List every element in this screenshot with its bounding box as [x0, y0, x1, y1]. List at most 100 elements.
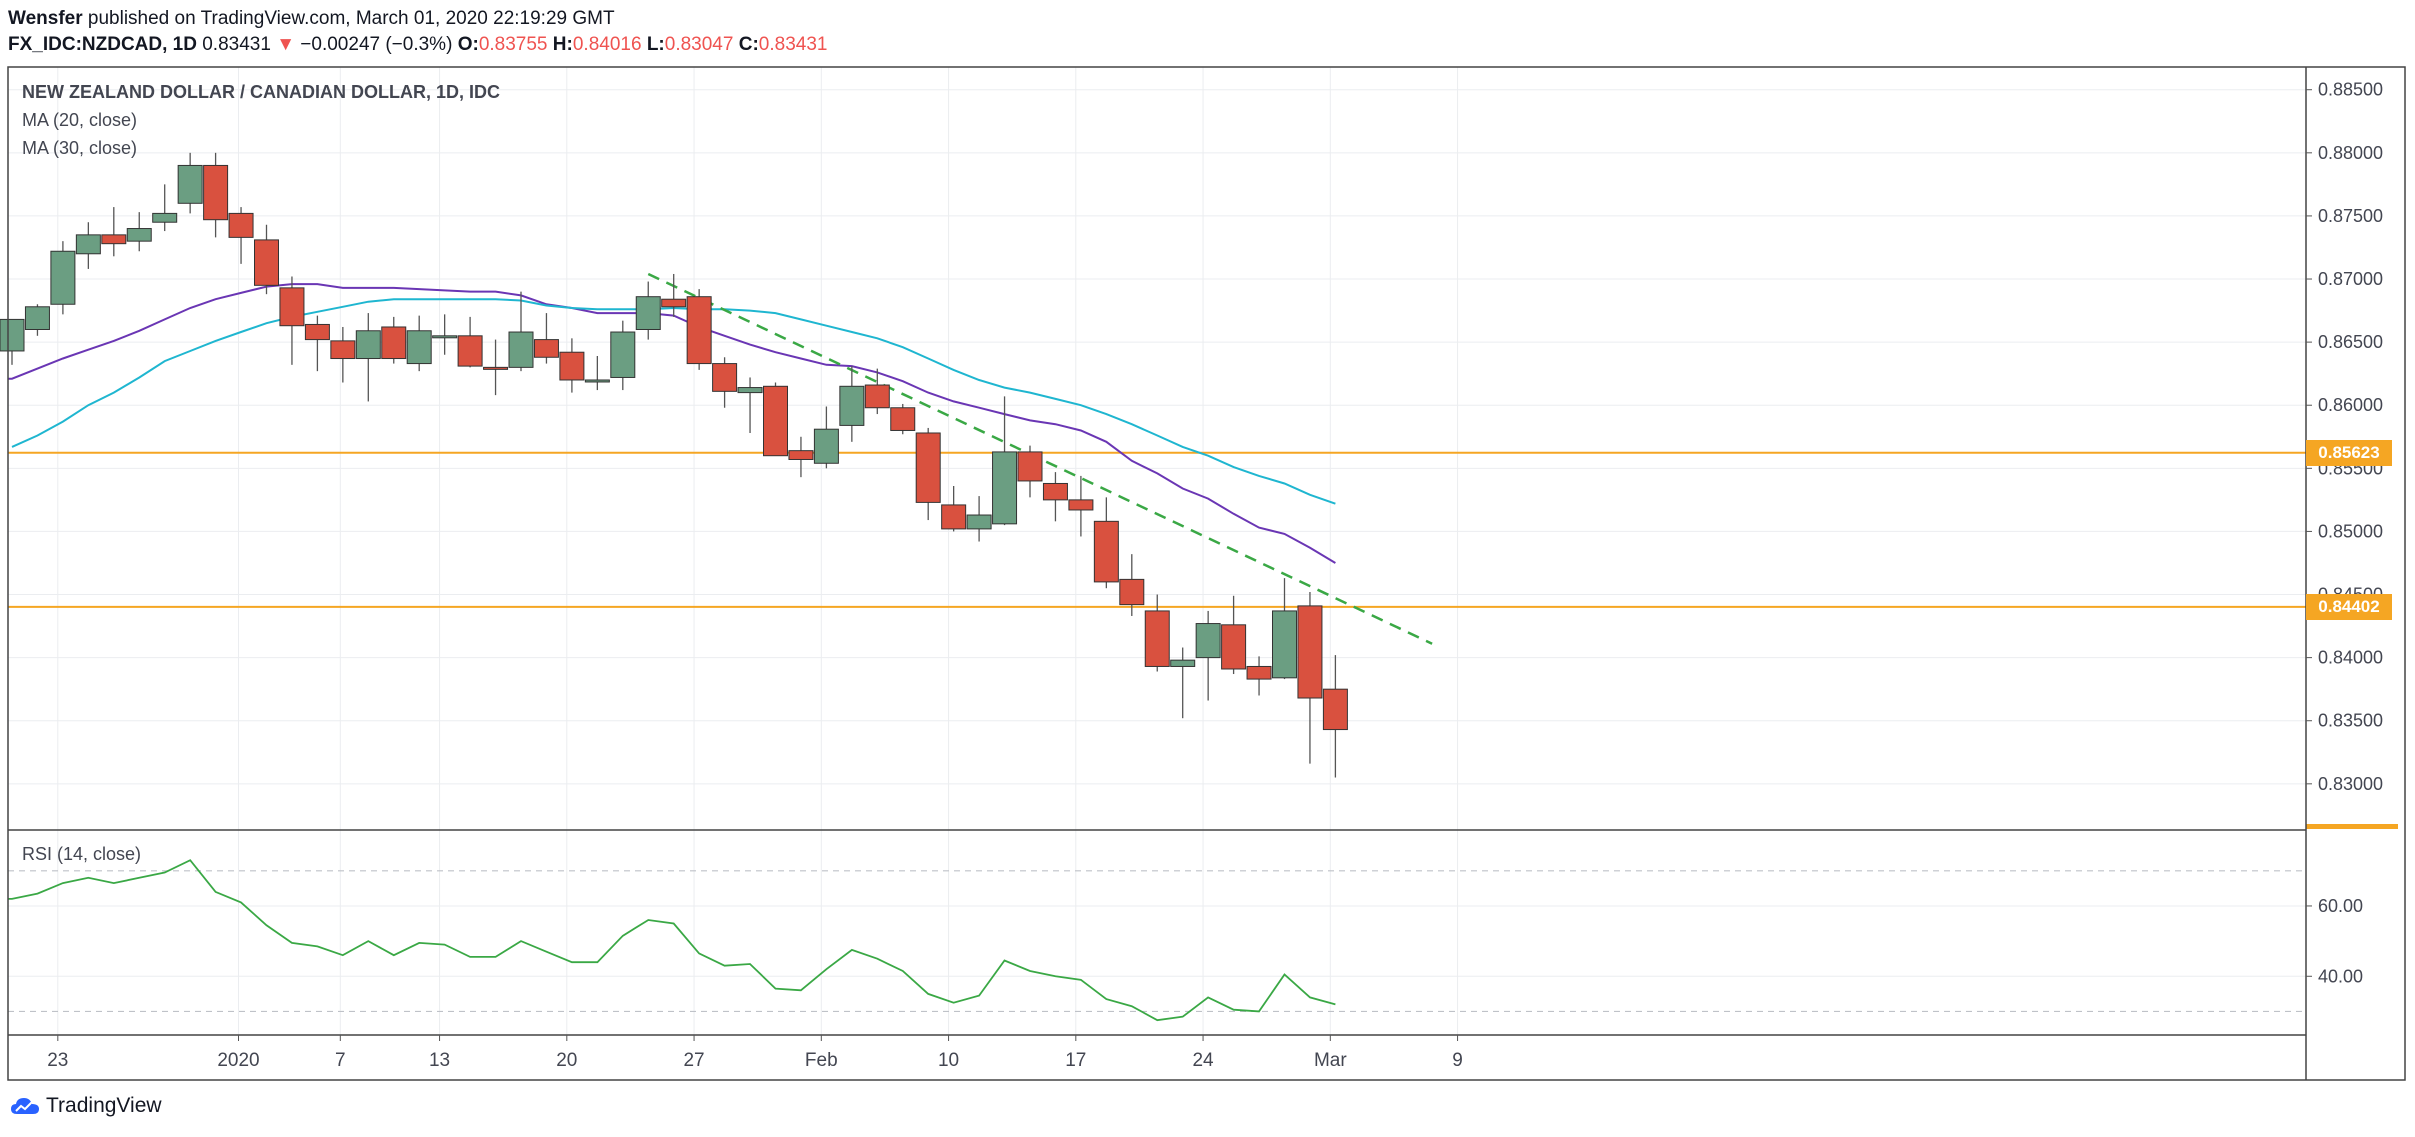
candle [24, 304, 50, 336]
candle-body-up [966, 514, 992, 530]
chart-header: Wensfer published on TradingView.com, Ma… [8, 6, 827, 58]
candle-body-up [737, 387, 763, 394]
candlesticks [0, 152, 1348, 778]
candle [1093, 497, 1119, 589]
candle [661, 273, 687, 317]
candle-body-up [177, 164, 203, 204]
candle-body-down [941, 504, 967, 530]
time-tick-label: 24 [1192, 1050, 1214, 1071]
candle [432, 314, 458, 355]
candle-body-up [0, 318, 25, 352]
candle [992, 396, 1018, 526]
candle [890, 403, 916, 435]
candle-body-down [228, 212, 254, 238]
candle [813, 406, 839, 469]
candle-body-down [712, 363, 738, 392]
rsi-line [8, 859, 1336, 1022]
candle-body-up [432, 335, 458, 339]
open-value: 0.83755 [478, 34, 548, 55]
candle [635, 281, 661, 340]
low-label: L: [646, 34, 665, 55]
candle [1322, 655, 1348, 778]
time-tick-label: 23 [47, 1050, 68, 1071]
candle [1195, 610, 1221, 701]
price-tag-lower: 0.84402 [2306, 593, 2392, 620]
candle [1017, 445, 1043, 498]
candle-body-down [1017, 451, 1043, 482]
price-tick-label: 0.88500 [2318, 80, 2383, 100]
candle-body-up [1272, 610, 1297, 679]
candle-body-down [1144, 610, 1170, 667]
tradingview-logo[interactable]: TradingView [10, 1094, 162, 1118]
candle-body-down [381, 326, 407, 360]
ma20-legend: MA (20, close) [22, 110, 138, 130]
candle-body-down [864, 384, 890, 409]
symbol-name: FX_IDC:NZDCAD, 1D [8, 34, 197, 55]
candle [966, 496, 992, 542]
candle [584, 356, 610, 391]
candle [406, 315, 432, 372]
price-tick-label: 0.85000 [2318, 521, 2383, 541]
candle [915, 427, 941, 521]
candle-body-down [686, 296, 712, 365]
candle-body-down [1221, 624, 1247, 670]
candle [788, 436, 814, 478]
candle [1272, 578, 1297, 680]
close-label: C: [738, 34, 759, 55]
high-value: 0.84016 [572, 34, 642, 55]
candle-body-up [1170, 659, 1196, 667]
candle-body-up [152, 212, 178, 223]
time-tick-label: 7 [335, 1050, 346, 1071]
chart-frame [7, 66, 2406, 1081]
price-tick-label: 0.87500 [2318, 206, 2383, 226]
trend-line-layer[interactable] [647, 272, 1433, 645]
candle-body-up [355, 330, 381, 360]
time-tick-label: 20 [556, 1050, 577, 1071]
candle [864, 368, 890, 415]
candle-body-down [890, 407, 916, 431]
candle-body-down [457, 335, 483, 367]
candle [1144, 594, 1170, 672]
candle-body-up [635, 296, 661, 331]
price-tick-label: 0.88000 [2318, 143, 2383, 163]
candle [279, 276, 305, 365]
trend-line [647, 272, 1433, 645]
high-label: H: [552, 34, 573, 55]
candle-body-down [661, 298, 687, 308]
candle [483, 339, 509, 396]
candle-body-up [992, 451, 1018, 525]
time-tick-label: 27 [683, 1050, 704, 1071]
candle-body-down [559, 351, 585, 381]
candle-body-down [254, 239, 279, 286]
candle [304, 315, 330, 372]
price-tick-label: 0.84000 [2318, 648, 2383, 668]
time-tick-label: 17 [1065, 1050, 1086, 1071]
candle [941, 485, 967, 532]
candle-body-down [483, 366, 509, 370]
time-tick-label: 10 [938, 1050, 959, 1071]
price-tick-label: 0.87000 [2318, 269, 2383, 289]
time-tick-label: Mar [1314, 1050, 1347, 1071]
candle-body-up [24, 306, 50, 331]
author-name[interactable]: Wensfer [8, 8, 83, 29]
brand-name: TradingView [46, 1094, 162, 1117]
candle-body-down [1093, 520, 1119, 583]
candle [254, 224, 279, 295]
candle [839, 366, 865, 442]
low-value: 0.83047 [664, 34, 734, 55]
candle [712, 357, 738, 408]
time-tick-label: 2020 [217, 1050, 259, 1071]
last-price: 0.83431 [202, 34, 271, 55]
candle-body-up [75, 234, 101, 255]
grid-lines [8, 67, 2306, 1035]
candle [1042, 472, 1068, 522]
candle-body-up [584, 379, 610, 383]
candle-body-down [533, 339, 559, 358]
moving-averages [8, 283, 1336, 564]
publish-info: Wensfer published on TradingView.com, Ma… [8, 6, 827, 32]
candle-body-up [126, 228, 152, 242]
candle [457, 316, 483, 368]
candle [1170, 647, 1196, 719]
price-change: −0.00247 (−0.3%) [300, 34, 453, 55]
